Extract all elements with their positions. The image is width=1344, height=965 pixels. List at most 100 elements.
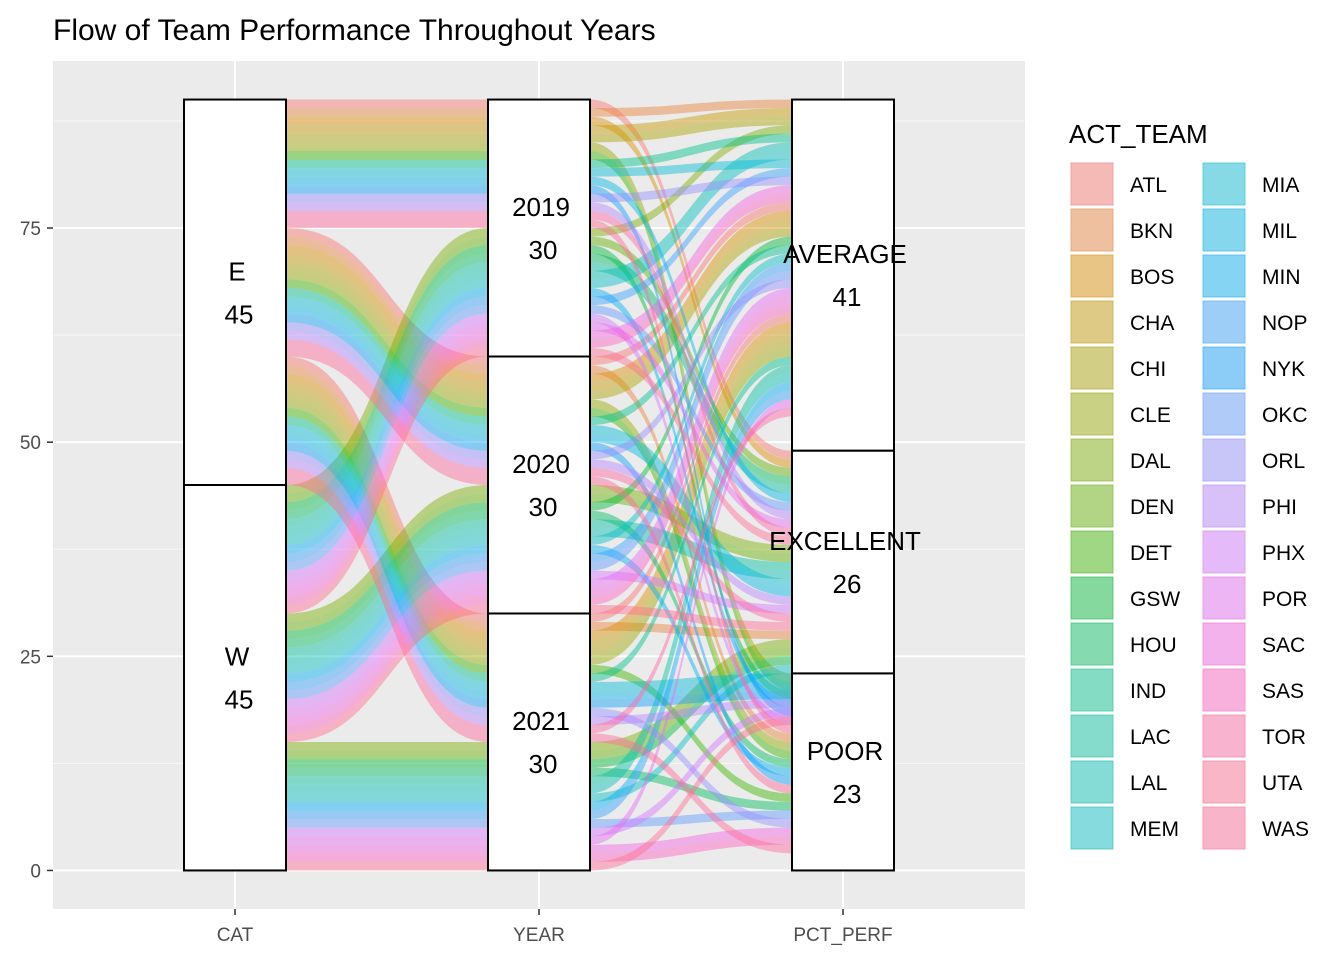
stratum-label-EXCELLENT: EXCELLENT xyxy=(769,526,921,556)
legend-key-bg xyxy=(1202,346,1246,390)
legend: ACT_TEAM ATL BKN BOS CHA CHI CLE DAL DEN DET GSW H… xyxy=(1069,119,1309,850)
legend-key-bg xyxy=(1070,576,1114,620)
flow-LAL-2020 xyxy=(184,527,894,665)
legend-key-bg xyxy=(1070,392,1114,436)
stratum-count-EXCELLENT: 26 xyxy=(833,569,862,599)
stratum-AVERAGE xyxy=(791,98,895,452)
legend-key-NYK xyxy=(1202,346,1246,390)
y-tick-label: 25 xyxy=(20,647,41,668)
stratum-count-2021: 30 xyxy=(529,749,558,779)
legend-key-HOU xyxy=(1070,622,1114,666)
legend-label-PHX: PHX xyxy=(1262,542,1305,565)
legend-label-DEN: DEN xyxy=(1130,496,1174,519)
legend-key-bg xyxy=(1070,346,1114,390)
legend-key-MIA xyxy=(1202,162,1246,206)
legend-label-BOS: BOS xyxy=(1130,266,1174,289)
flow-SAC-2021 xyxy=(184,827,894,854)
flow-LAC-2020 xyxy=(184,519,894,657)
legend-label-LAL: LAL xyxy=(1130,772,1167,795)
x-tick-label-CAT: CAT xyxy=(217,925,254,946)
legend-key-bg xyxy=(1202,162,1246,206)
legend-key-POR xyxy=(1202,576,1246,620)
legend-label-SAC: SAC xyxy=(1262,634,1305,657)
legend-key-OKC xyxy=(1202,392,1246,436)
legend-label-DET: DET xyxy=(1130,542,1172,565)
legend-label-CLE: CLE xyxy=(1130,404,1171,427)
stratum-label-2019: 2019 xyxy=(512,192,570,222)
legend-key-ORL xyxy=(1202,438,1246,482)
legend-label-HOU: HOU xyxy=(1130,634,1177,657)
stratum-count-POOR: 23 xyxy=(833,779,862,809)
legend-key-MIN xyxy=(1202,254,1246,298)
stratum-label-2020: 2020 xyxy=(512,449,570,479)
stratum-POOR xyxy=(791,672,895,872)
flow-DEN-2020 xyxy=(184,493,894,631)
legend-label-WAS: WAS xyxy=(1262,818,1309,841)
stratum-label-POOR: POOR xyxy=(807,736,884,766)
legend-label-GSW: GSW xyxy=(1130,588,1180,611)
flow-CHI-2019 xyxy=(184,116,894,143)
stratum-label-E: E xyxy=(228,256,245,286)
legend-key-BKN xyxy=(1070,208,1114,252)
legend-key-WAS xyxy=(1202,806,1246,850)
legend-key-LAC xyxy=(1070,714,1114,758)
legend-key-GSW xyxy=(1070,576,1114,620)
legend-key-DAL xyxy=(1070,438,1114,482)
legend-key-MIL xyxy=(1202,208,1246,252)
flow-DAL-2021 xyxy=(184,639,894,751)
legend-label-BKN: BKN xyxy=(1130,220,1173,243)
flow-PHX-2021 xyxy=(184,707,894,837)
stratum-count-2019: 30 xyxy=(529,235,558,265)
legend-key-bg xyxy=(1070,162,1114,206)
y-tick-label: 75 xyxy=(20,219,41,240)
legend-key-CHA xyxy=(1070,300,1114,344)
stratum-count-E: 45 xyxy=(225,299,254,329)
legend-key-bg xyxy=(1202,806,1246,850)
legend-label-ATL: ATL xyxy=(1130,174,1167,197)
legend-label-TOR: TOR xyxy=(1262,726,1306,749)
flow-CHA-2019 xyxy=(184,108,894,134)
stratum-2020 xyxy=(487,355,591,615)
flow-ORL-2019 xyxy=(184,176,894,203)
flow-HOU-2021 xyxy=(184,767,894,811)
stratum-label-AVERAGE: AVERAGE xyxy=(783,239,907,269)
x-tick-label-PCT_PERF: PCT_PERF xyxy=(793,925,892,946)
flow-MEM-2021 xyxy=(184,664,894,802)
legend-key-bg xyxy=(1202,714,1246,758)
legend-key-bg xyxy=(1202,254,1246,298)
legend-key-bg xyxy=(1070,208,1114,252)
legend-key-bg xyxy=(1202,392,1246,436)
legend-label-SAS: SAS xyxy=(1262,680,1304,703)
legend-key-bg xyxy=(1070,300,1114,344)
legend-key-MEM xyxy=(1070,806,1114,850)
flow-SAS-2021 xyxy=(184,836,894,862)
flow-BKN-2021 xyxy=(184,365,894,640)
legend-key-bg xyxy=(1070,714,1114,758)
flow-GSW-2021 xyxy=(184,656,894,768)
stratum-label-W: W xyxy=(225,642,250,672)
legend-key-bg xyxy=(1202,438,1246,482)
strata: E 45 W 45 2019 30 2020 30 2021 30 AVERAGE 41 EXCELLE… xyxy=(183,98,921,872)
legend-label-MIA: MIA xyxy=(1262,174,1299,197)
legend-key-bg xyxy=(1202,530,1246,574)
stratum-count-AVERAGE: 41 xyxy=(833,282,862,312)
legend-key-bg xyxy=(1070,668,1114,712)
legend-label-POR: POR xyxy=(1262,588,1308,611)
stratum-2019 xyxy=(487,98,591,358)
stratum-count-2020: 30 xyxy=(529,492,558,522)
flow-HOU-2020 xyxy=(184,510,894,768)
axes: 0 25 50 75 CAT YEAR PCT_PERF xyxy=(20,219,893,946)
legend-key-bg xyxy=(1202,760,1246,804)
legend-label-PHI: PHI xyxy=(1262,496,1297,519)
legend-key-bg xyxy=(1070,622,1114,666)
legend-key-bg xyxy=(1202,622,1246,666)
y-tick-label: 0 xyxy=(30,861,41,882)
legend-key-bg xyxy=(1070,254,1114,298)
legend-key-BOS xyxy=(1070,254,1114,298)
legend-label-IND: IND xyxy=(1130,680,1166,703)
stratum-E xyxy=(183,98,287,487)
legend-label-MIN: MIN xyxy=(1262,266,1301,289)
legend-key-DET xyxy=(1070,530,1114,574)
legend-key-bg xyxy=(1202,208,1246,252)
